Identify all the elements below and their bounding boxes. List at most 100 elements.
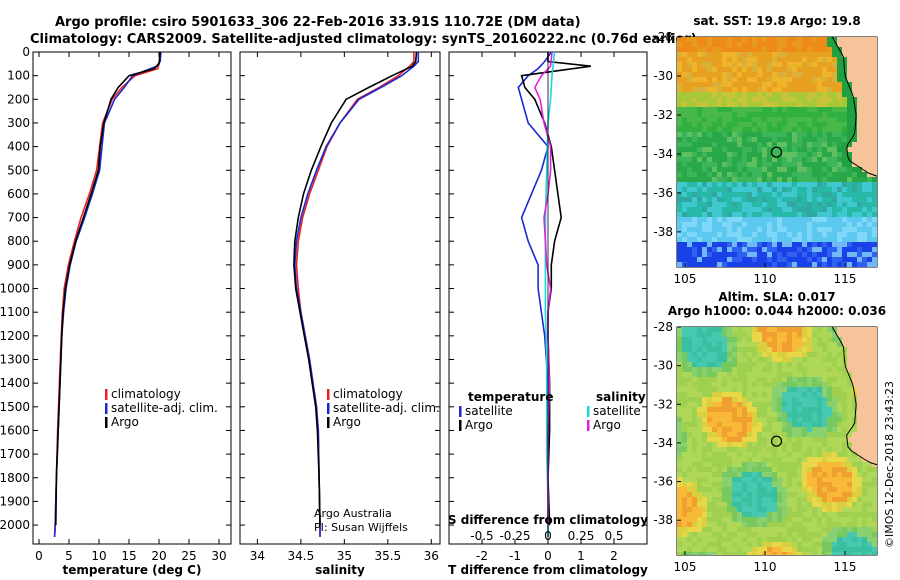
map-cell xyxy=(722,107,728,113)
map-cell xyxy=(867,167,873,173)
map-cell xyxy=(777,542,783,548)
map-cell xyxy=(722,87,728,93)
map-cell xyxy=(732,202,738,208)
map-cell xyxy=(772,67,778,73)
map-cell xyxy=(787,187,793,193)
map-cell xyxy=(772,407,778,413)
map-cell xyxy=(767,97,773,103)
map-cell xyxy=(867,452,873,458)
map-cell xyxy=(832,357,838,363)
map-cell xyxy=(712,352,718,358)
map-cell xyxy=(817,522,823,528)
map-cell xyxy=(677,132,683,138)
map-cell xyxy=(752,202,758,208)
map-cell xyxy=(837,427,843,433)
map-cell xyxy=(782,162,788,168)
map-cell xyxy=(757,182,763,188)
map-cell xyxy=(717,477,723,483)
map-cell xyxy=(792,92,798,98)
map-cell xyxy=(747,362,753,368)
map-cell xyxy=(732,527,738,533)
map-cell xyxy=(727,427,733,433)
map-cell xyxy=(857,512,863,518)
map-cell xyxy=(817,517,823,523)
map-cell xyxy=(747,42,753,48)
map-cell xyxy=(702,117,708,123)
map-cell xyxy=(782,362,788,368)
map-cell xyxy=(722,117,728,123)
map-cell xyxy=(817,402,823,408)
map-cell xyxy=(822,62,828,68)
map-cell xyxy=(857,222,863,228)
temp-xtick-label: 10 xyxy=(91,549,106,563)
map-cell xyxy=(767,112,773,118)
map-cell xyxy=(842,387,848,393)
map-cell xyxy=(857,102,863,108)
map-cell xyxy=(872,102,877,108)
map-cell xyxy=(707,87,713,93)
map-cell xyxy=(717,362,723,368)
map-cell xyxy=(837,247,843,253)
map-cell xyxy=(712,172,718,178)
map-cell xyxy=(867,342,873,348)
map-cell xyxy=(867,502,873,508)
map-cell xyxy=(777,402,783,408)
map-cell xyxy=(812,162,818,168)
map-cell xyxy=(837,362,843,368)
map-cell xyxy=(857,412,863,418)
map-cell xyxy=(817,87,823,93)
map-cell xyxy=(722,492,728,498)
map-cell xyxy=(692,52,698,58)
map-cell xyxy=(692,82,698,88)
map-cell xyxy=(812,62,818,68)
map-cell xyxy=(762,147,768,153)
map-cell xyxy=(757,342,763,348)
sst-map-ytick-label: -32 xyxy=(653,108,673,122)
map-cell xyxy=(767,222,773,228)
sal-xtick-label: 35 xyxy=(337,549,352,563)
map-cell xyxy=(697,257,703,263)
map-cell xyxy=(837,152,843,158)
map-cell xyxy=(867,367,873,373)
map-cell xyxy=(717,82,723,88)
map-cell xyxy=(862,462,868,468)
map-cell xyxy=(777,447,783,453)
map-cell xyxy=(777,422,783,428)
map-cell xyxy=(812,482,818,488)
map-cell xyxy=(792,337,798,343)
map-cell xyxy=(797,82,803,88)
map-cell xyxy=(777,412,783,418)
map-cell xyxy=(752,172,758,178)
map-cell xyxy=(787,507,793,513)
map-cell xyxy=(732,482,738,488)
map-cell xyxy=(762,422,768,428)
map-cell xyxy=(862,102,868,108)
map-cell xyxy=(727,172,733,178)
map-cell xyxy=(802,357,808,363)
map-cell xyxy=(827,497,833,503)
map-cell xyxy=(737,527,743,533)
map-cell xyxy=(752,157,758,163)
map-cell xyxy=(782,197,788,203)
map-cell xyxy=(802,347,808,353)
map-cell xyxy=(737,392,743,398)
map-cell xyxy=(842,167,848,173)
map-cell xyxy=(762,37,768,43)
map-cell xyxy=(752,467,758,473)
map-cell xyxy=(827,122,833,128)
map-cell xyxy=(802,177,808,183)
map-cell xyxy=(757,427,763,433)
map-cell xyxy=(797,157,803,163)
map-cell xyxy=(707,192,713,198)
map-cell xyxy=(852,357,858,363)
map-cell xyxy=(722,512,728,518)
map-cell xyxy=(867,462,873,468)
map-cell xyxy=(737,142,743,148)
map-cell xyxy=(872,512,877,518)
map-cell xyxy=(847,542,853,548)
map-cell xyxy=(807,72,813,78)
map-cell xyxy=(772,467,778,473)
map-cell xyxy=(702,442,708,448)
map-cell xyxy=(757,122,763,128)
map-cell xyxy=(857,197,863,203)
